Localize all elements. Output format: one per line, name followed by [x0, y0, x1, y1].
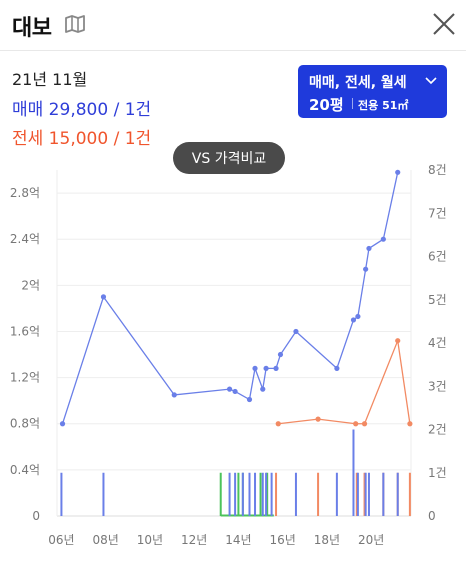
sale-price-point [232, 388, 238, 395]
y-right-tick-label: 4건 [428, 336, 447, 350]
sale-price-point [246, 396, 253, 403]
y-right-tick-label: 0 [428, 509, 436, 523]
x-tick-label: 12년 [181, 533, 207, 547]
y-right-tick-label: 2건 [428, 423, 447, 437]
y-right-tick-label: 1건 [428, 466, 447, 480]
jeonse-price-point [353, 421, 359, 427]
sale-price-point [366, 245, 372, 252]
price-chart: 0 0.4억 0.8억 1.2억 1.6억 2억 2.4억 2.8억 0 1건 2건 3건 4건 5건 6건… [10, 163, 447, 547]
deal-date: 21년 11월 [12, 70, 88, 89]
y-right-tick-label: 5건 [428, 293, 447, 307]
y-left-tick-label: 1.2억 [10, 371, 40, 385]
sale-price-point [100, 294, 107, 300]
sale-price-point [277, 351, 284, 358]
jeonse-price-point [407, 421, 413, 427]
x-tick-label: 06년 [48, 533, 74, 547]
sale-price-point [355, 313, 361, 320]
filter-area-label: 전용 51㎡ [358, 99, 409, 112]
x-tick-label: 20년 [358, 533, 384, 547]
jeonse-summary: 전세 15,000 / 1건 [12, 129, 152, 149]
sale-price-point [263, 365, 269, 371]
vs-compare-button[interactable]: VS 가격비교 [173, 142, 285, 174]
y-right-tick-label: 3건 [428, 379, 447, 393]
jeonse-price-point [395, 338, 401, 344]
x-tick-label: 16년 [270, 533, 296, 547]
y-right-tick-label: 7건 [428, 206, 447, 220]
y-left-tick-label: 2.8억 [10, 186, 40, 200]
jeonse-price-point [275, 421, 281, 427]
x-tick-label: 18년 [314, 533, 340, 547]
x-tick-label: 08년 [93, 533, 119, 547]
sale-price-point [226, 386, 233, 392]
filter-size-label: 20평 [309, 96, 344, 114]
sale-price-point [350, 317, 357, 323]
map-icon[interactable] [64, 14, 86, 34]
jeonse-price-line [278, 338, 411, 425]
y-right-tick-label: 6건 [428, 250, 447, 264]
jeonse-price-point [315, 416, 321, 422]
sale-price-point [252, 365, 258, 371]
y-left-tick-label: 2억 [21, 278, 40, 292]
sale-price-point [59, 421, 66, 427]
sale-price-point [171, 392, 177, 398]
sale-price-point [380, 236, 386, 242]
filter-divider [352, 98, 353, 109]
x-tick-label: 14년 [225, 533, 251, 547]
x-tick-label: 10년 [137, 533, 163, 547]
sale-price-point [363, 266, 369, 272]
page-title: 대보 [12, 16, 52, 41]
sale-price-point [260, 386, 266, 392]
sale-summary: 매매 29,800 / 1건 [12, 100, 152, 120]
header-bar: 대보 [0, 0, 466, 51]
close-icon[interactable] [431, 11, 457, 37]
y-right-tick-label: 8건 [428, 163, 447, 177]
sale-price-point [273, 365, 279, 371]
filter-types-label: 매매, 전세, 월세 [309, 75, 407, 91]
sale-price-line [61, 172, 399, 424]
sale-price-point [334, 365, 340, 371]
sale-price-point [395, 169, 401, 175]
sale-price-point [293, 328, 299, 335]
jeonse-price-point [361, 421, 368, 427]
deal-type-filter[interactable]: 매매, 전세, 월세 20평 전용 51㎡ [298, 65, 447, 118]
y-left-tick-label: 1.6억 [10, 324, 40, 338]
y-left-tick-label: 0.8억 [10, 417, 40, 431]
y-left-tick-label: 0 [32, 509, 40, 523]
chevron-down-icon [425, 77, 437, 85]
y-left-tick-label: 0.4억 [10, 463, 40, 477]
y-left-tick-label: 2.4억 [10, 232, 40, 246]
